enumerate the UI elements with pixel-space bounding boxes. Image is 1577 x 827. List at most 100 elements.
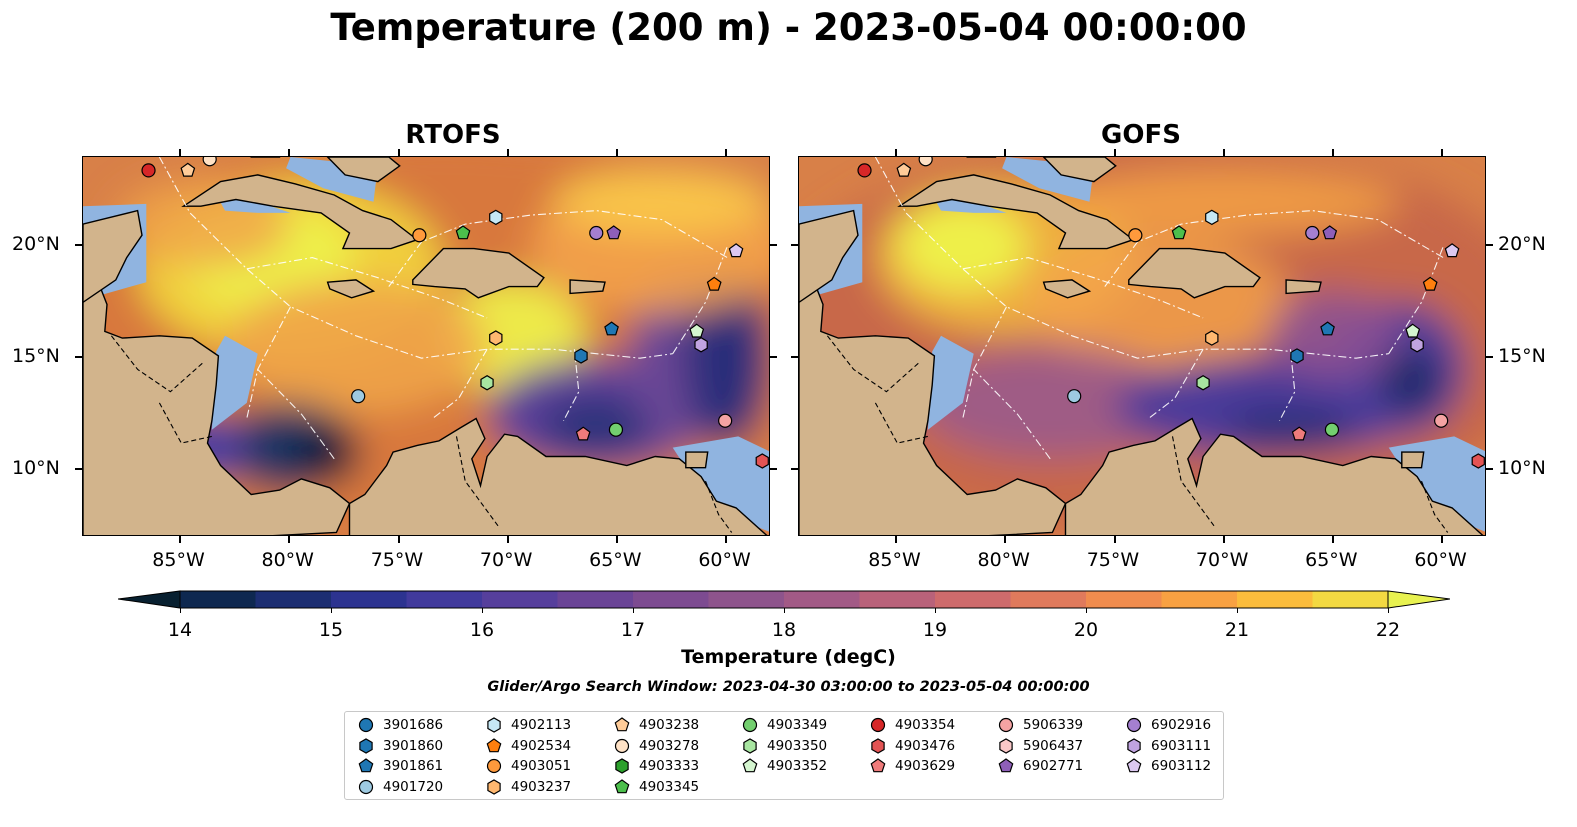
pentagon-marker-icon[interactable] [358,758,374,773]
legend-label: 4903237 [511,778,572,795]
float-marker-3901861[interactable] [604,321,619,336]
legend-item-4903278[interactable]: 4903278 [613,736,699,756]
float-marker-4903354[interactable] [857,163,872,178]
circle-marker-icon[interactable] [1126,717,1142,733]
legend-label: 5906339 [1023,717,1084,733]
pentagon-marker-icon[interactable] [614,717,630,732]
float-marker-6903111[interactable] [1410,337,1424,353]
float-marker-4902534[interactable] [706,276,722,291]
legend-item-4903051[interactable]: 4903051 [485,756,571,776]
hexagon-marker-icon[interactable] [615,758,629,774]
float-marker-5906339[interactable] [718,413,733,428]
hexagon-marker-icon[interactable] [999,737,1013,754]
float-marker-6903112[interactable] [1444,243,1460,258]
legend-item-4903350[interactable]: 4903350 [741,736,827,756]
legend-item-5906437[interactable]: 5906437 [997,736,1083,756]
float-marker-3901860[interactable] [1290,348,1304,364]
pentagon-marker-icon[interactable] [614,778,630,793]
pentagon-marker-icon[interactable] [486,737,502,752]
float-marker-4903237[interactable] [489,330,503,346]
float-marker-4903051[interactable] [1128,228,1143,243]
float-marker-5906339[interactable] [1434,413,1449,428]
legend-item-4903333[interactable]: 4903333 [613,756,699,776]
float-marker-4902534[interactable] [1422,276,1438,291]
float-marker-4903278[interactable] [202,157,217,167]
circle-marker-icon[interactable] [998,717,1014,733]
float-marker-4903278[interactable] [918,157,933,167]
legend-item-6902771[interactable]: 6902771 [997,756,1083,776]
x-tick-mark-top [1441,149,1444,156]
legend-item-3901861[interactable]: 3901861 [357,756,443,776]
float-marker-4903349[interactable] [1324,422,1340,437]
float-marker-4903476[interactable] [755,453,769,469]
pentagon-marker-icon[interactable] [742,758,758,773]
pentagon-marker-icon[interactable] [998,758,1014,773]
float-marker-4903238[interactable] [180,162,196,177]
float-marker-6902916[interactable] [589,225,604,241]
float-marker-4901720[interactable] [351,389,366,404]
legend-item-5906339[interactable]: 5906339 [997,715,1083,735]
circle-marker-icon[interactable] [358,779,374,794]
legend-item-4903352[interactable]: 4903352 [741,756,827,776]
float-marker-4903051[interactable] [412,228,427,243]
pentagon-marker-icon[interactable] [870,758,886,773]
hexagon-marker-icon[interactable] [1127,737,1141,754]
x-tick-mark-top [1004,149,1007,156]
float-marker-4903629[interactable] [575,426,591,441]
float-marker-6903111[interactable] [694,337,708,353]
legend-item-6902916[interactable]: 6902916 [1125,715,1211,735]
float-marker-6903112[interactable] [728,243,744,258]
float-marker-4901720[interactable] [1067,389,1082,404]
hexagon-marker-icon[interactable] [487,778,501,795]
circle-marker-icon[interactable] [358,717,374,733]
hexagon-marker-icon[interactable] [743,737,757,754]
float-marker-6902771[interactable] [606,225,622,240]
float-marker-3901860[interactable] [574,348,588,364]
legend-item-3901686[interactable]: 3901686 [357,715,443,735]
legend-item-3901860[interactable]: 3901860 [357,736,443,756]
float-marker-4903350[interactable] [480,375,494,391]
float-marker-4903352[interactable] [689,323,705,338]
legend-item-4902534[interactable]: 4902534 [485,736,571,756]
circle-marker-icon[interactable] [614,738,630,753]
float-marker-4903476[interactable] [1471,453,1485,469]
x-tick-mark-top [1332,149,1335,156]
legend-item-4903349[interactable]: 4903349 [741,715,827,735]
map-rtofs[interactable] [82,156,770,536]
float-marker-6902916[interactable] [1305,225,1320,241]
main-title: Temperature (200 m) - 2023-05-04 00:00:0… [330,6,1247,49]
legend-item-4902113[interactable]: 4902113 [485,715,571,735]
float-marker-3901861[interactable] [1320,321,1335,336]
legend-item-4903238[interactable]: 4903238 [613,715,699,735]
float-marker-4903238[interactable] [896,162,912,177]
hexagon-marker-icon[interactable] [871,737,885,754]
float-marker-4903352[interactable] [1405,323,1421,338]
legend-item-6903112[interactable]: 6903112 [1125,756,1211,776]
legend-item-4903237[interactable]: 4903237 [485,777,571,797]
x-tick-mark-top [288,149,291,156]
map-gofs[interactable] [798,156,1486,536]
legend-item-4903345[interactable]: 4903345 [613,777,699,797]
float-marker-4903345[interactable] [455,225,471,240]
legend-item-4903476[interactable]: 4903476 [869,736,955,756]
hexagon-marker-icon[interactable] [487,717,501,733]
circle-marker-icon[interactable] [486,758,502,774]
legend-item-6903111[interactable]: 6903111 [1125,736,1211,756]
float-marker-4902113[interactable] [489,209,503,226]
float-marker-4903629[interactable] [1291,426,1307,441]
float-marker-4902113[interactable] [1205,209,1219,226]
float-marker-4903345[interactable] [1171,225,1187,240]
float-marker-4903354[interactable] [141,163,156,178]
float-marker-6902771[interactable] [1322,225,1338,240]
y-tick-mark [1486,467,1493,470]
float-marker-4903350[interactable] [1196,375,1210,391]
legend-item-4901720[interactable]: 4901720 [357,777,443,797]
circle-marker-icon[interactable] [870,717,886,733]
float-marker-4903237[interactable] [1205,330,1219,346]
float-marker-4903349[interactable] [608,422,624,437]
legend-item-4903354[interactable]: 4903354 [869,715,955,735]
pentagon-marker-icon[interactable] [1126,758,1142,773]
circle-marker-icon[interactable] [742,717,758,733]
hexagon-marker-icon[interactable] [359,737,373,754]
legend-item-4903629[interactable]: 4903629 [869,756,955,776]
